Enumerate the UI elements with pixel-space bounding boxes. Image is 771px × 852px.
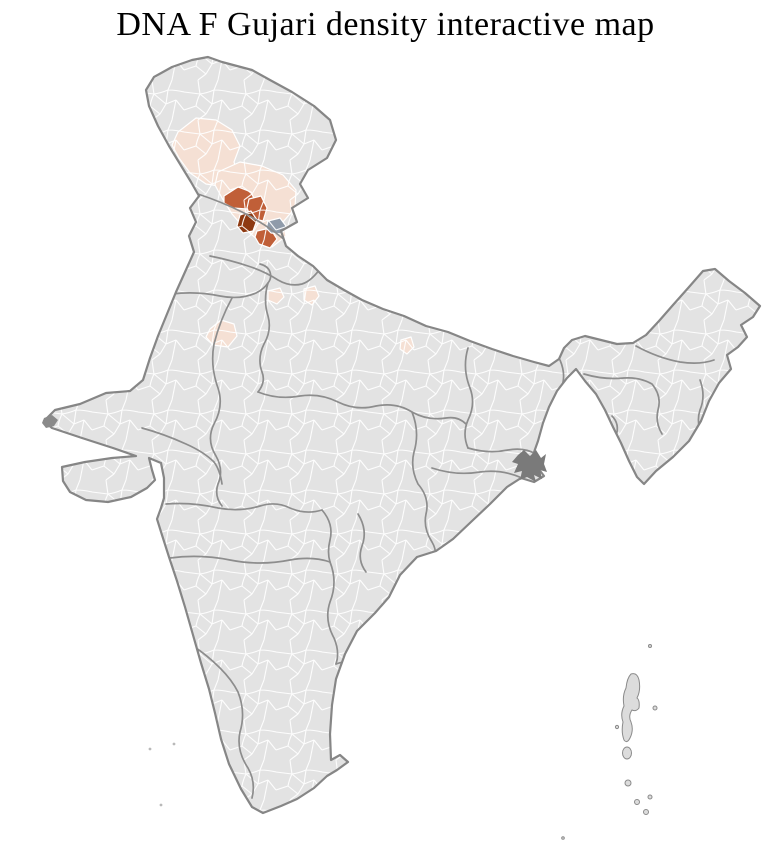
district-borders-texture	[44, 57, 760, 813]
andaman-nicobar-islands	[561, 644, 658, 840]
sundarbans-delta	[512, 450, 547, 482]
lakshadweep-islands	[148, 742, 176, 807]
state-borders	[141, 193, 715, 799]
kutch-marsh	[42, 415, 58, 428]
page-title: DNA F Gujari density interactive map	[116, 6, 655, 43]
